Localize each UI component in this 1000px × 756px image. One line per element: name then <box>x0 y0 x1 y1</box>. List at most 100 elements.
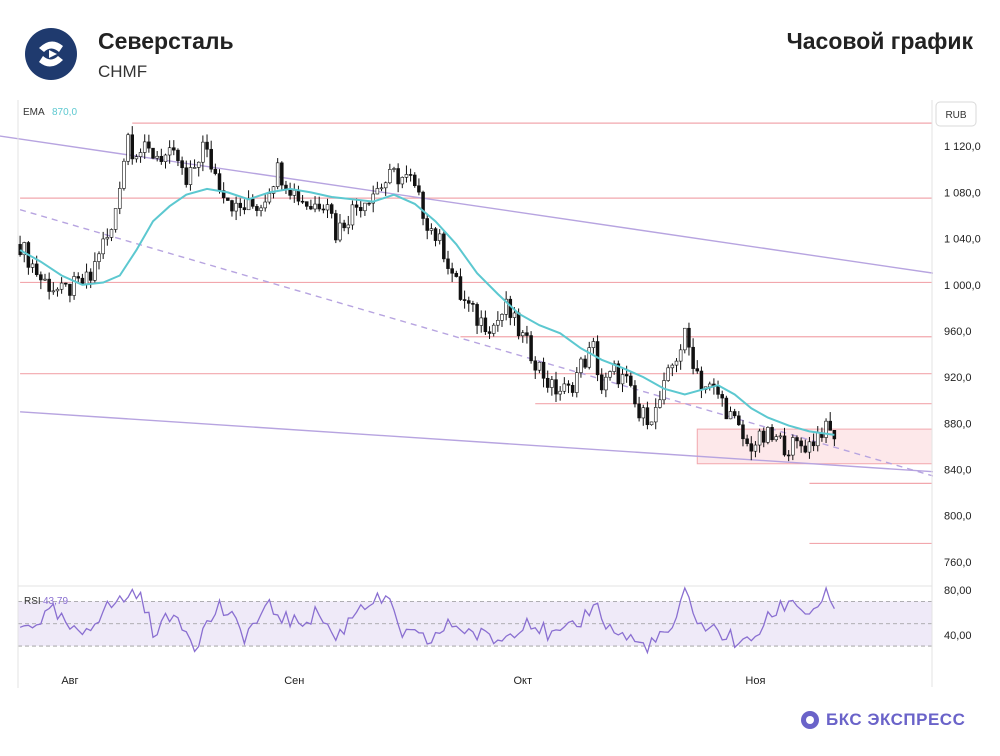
candle-body <box>375 188 380 195</box>
candle-body <box>68 283 72 296</box>
support-zone <box>696 428 933 465</box>
candle-body <box>309 206 313 210</box>
candle-body <box>138 152 143 157</box>
candle-body <box>250 198 255 207</box>
candle-body <box>342 222 346 229</box>
candle-body <box>483 317 488 333</box>
candle-body <box>192 167 197 169</box>
candle-body <box>799 440 803 447</box>
candle-body <box>304 201 309 207</box>
candle-body <box>811 441 816 447</box>
candle-body <box>263 201 267 209</box>
trend-line <box>0 135 933 274</box>
candle-body <box>292 190 297 196</box>
candle-body <box>404 174 409 178</box>
candle-body <box>554 379 558 395</box>
candle-body <box>300 200 305 203</box>
candle-body <box>678 349 683 362</box>
price-chart: 760,0 800,0 840,0 880,0 920,0 960,0 1 000,0 1 0… <box>0 100 981 688</box>
candle-body <box>504 298 508 315</box>
candle-body <box>491 324 496 334</box>
candle-body <box>749 443 754 452</box>
currency-label: RUB <box>945 110 966 121</box>
candle-body <box>358 207 363 212</box>
candle-body <box>275 162 280 187</box>
candle-body <box>737 415 741 426</box>
candle-body <box>545 377 550 388</box>
candle-body <box>732 411 737 417</box>
candle-body <box>620 374 625 385</box>
candle-body <box>766 427 770 443</box>
candle-body <box>454 272 459 277</box>
candle-body <box>113 208 118 230</box>
price-tick-label: 1 000,0 <box>944 280 981 292</box>
candle-body <box>467 300 471 304</box>
rsi-tick-label: 80,00 <box>944 585 972 597</box>
candle-body <box>242 207 247 211</box>
candle-body <box>637 403 641 419</box>
candle-body <box>437 233 442 241</box>
candle-body <box>512 312 517 318</box>
candle-body <box>500 314 504 321</box>
candle-body <box>59 282 64 290</box>
candle-body <box>346 224 351 229</box>
candle-body <box>43 278 47 281</box>
candle-body <box>741 424 745 440</box>
candle-body <box>47 278 51 292</box>
candle-body <box>791 437 795 456</box>
candle-body <box>645 407 650 426</box>
candle-body <box>616 363 621 385</box>
candle-body <box>271 186 276 194</box>
candle-body <box>80 277 85 285</box>
candle-body <box>288 189 292 196</box>
candle-body <box>105 237 110 240</box>
candle-body <box>570 384 575 393</box>
candle-body <box>479 317 483 326</box>
candle-body <box>487 331 492 334</box>
candle-body <box>196 161 201 168</box>
time-tick-label: Авг <box>61 675 78 687</box>
candle-body <box>163 154 168 162</box>
ema-line <box>19 187 835 436</box>
candle-body <box>666 367 670 381</box>
candle-body <box>84 271 89 285</box>
candle-body <box>34 263 39 275</box>
candle-body <box>255 206 259 211</box>
candle-body <box>778 435 783 438</box>
rsi-line <box>19 585 835 655</box>
candle-body <box>674 360 679 366</box>
candle-body <box>533 360 537 371</box>
candle-body <box>728 411 733 420</box>
candle-body <box>97 253 101 262</box>
candle-body <box>699 370 704 390</box>
candle-body <box>246 198 251 211</box>
rsi-tick-label: 40,00 <box>944 630 972 642</box>
candle-body <box>321 208 326 211</box>
candle-body <box>213 168 218 174</box>
candle-body <box>30 263 35 268</box>
candle-body <box>354 204 359 208</box>
ema-value: 870,0 <box>52 107 77 118</box>
candle-body <box>201 141 205 163</box>
candle-body <box>670 364 675 369</box>
candle-body <box>541 361 546 379</box>
candle-body <box>442 233 446 260</box>
candle-body <box>176 149 180 161</box>
severstal-logo <box>25 28 77 80</box>
candle-body <box>122 160 126 189</box>
candle-body <box>134 156 139 160</box>
candle-body <box>562 383 567 392</box>
candle-body <box>379 187 384 190</box>
candle-body <box>180 160 184 169</box>
time-tick-label: Сен <box>284 675 304 687</box>
candle-body <box>807 441 812 453</box>
candle-body <box>770 427 774 441</box>
candle-body <box>396 168 400 185</box>
dashed-trend-line <box>19 209 933 477</box>
candle-body <box>209 148 213 170</box>
candle-body <box>803 445 808 453</box>
candle-body <box>317 203 321 210</box>
candle-body <box>205 141 209 150</box>
candle-body <box>383 182 388 189</box>
candle-body <box>608 371 612 378</box>
